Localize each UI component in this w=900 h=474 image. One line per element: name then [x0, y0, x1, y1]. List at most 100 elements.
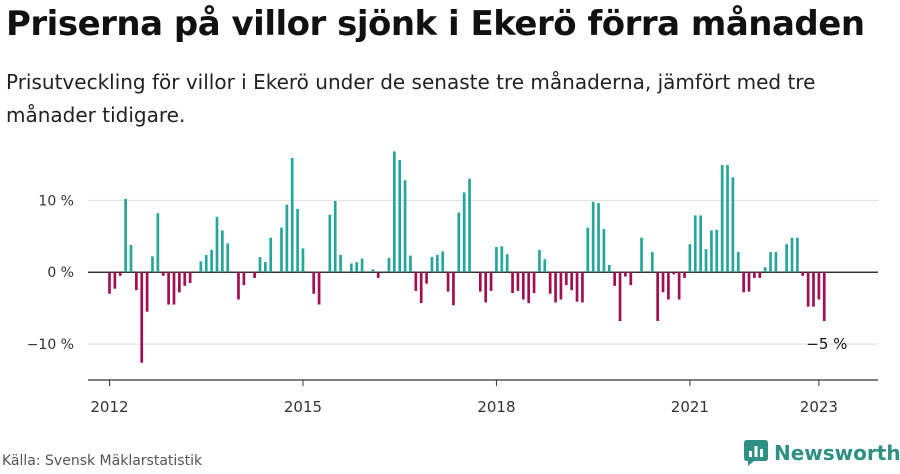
- bar: [339, 254, 342, 273]
- bar: [221, 230, 224, 273]
- bar: [564, 272, 568, 286]
- bar: [693, 215, 697, 273]
- bar: [478, 272, 482, 292]
- bar: [135, 272, 138, 291]
- bar: [312, 272, 316, 294]
- bar: [161, 272, 165, 276]
- bar: [812, 272, 815, 307]
- bar: [124, 198, 127, 273]
- x-tick-label: 2018: [477, 398, 515, 416]
- bar: [629, 272, 633, 286]
- bar: [554, 272, 557, 303]
- bar: [398, 160, 402, 273]
- bar: [409, 255, 412, 273]
- bar: [129, 244, 133, 273]
- bar: [290, 157, 294, 273]
- chart-subtitle: Prisutveckling för villor i Ekerö under …: [6, 70, 816, 127]
- bar: [258, 257, 262, 273]
- source-note: Källa: Svensk Mäklarstatistik: [2, 453, 203, 469]
- bar: [489, 272, 493, 291]
- bar: [151, 256, 154, 273]
- bar: [188, 272, 192, 283]
- bar: [387, 257, 391, 273]
- bar: [774, 252, 778, 273]
- bar: [495, 247, 498, 273]
- bar: [505, 254, 509, 273]
- x-tick-label: 2012: [90, 398, 128, 416]
- bar: [468, 178, 471, 273]
- newsworthy-brand[interactable]: Newsworthy: [744, 440, 900, 466]
- bar: [349, 263, 353, 273]
- bar: [720, 165, 724, 273]
- bar: [543, 259, 547, 273]
- bar: [215, 216, 219, 273]
- bar: [446, 272, 450, 292]
- bar: [731, 177, 735, 273]
- bar: [688, 244, 692, 273]
- bar: [597, 203, 600, 273]
- bar: [452, 272, 455, 306]
- last-value-label: −5 %: [806, 335, 847, 353]
- bar: [715, 229, 719, 273]
- bar: [575, 272, 579, 302]
- bar: [758, 272, 762, 278]
- y-axis-labels: −10 % 0 % 10 %: [27, 193, 74, 353]
- bar: [672, 272, 676, 275]
- bar: [253, 272, 256, 278]
- bar: [328, 214, 332, 273]
- bar: [414, 272, 418, 291]
- bar: [226, 243, 230, 273]
- bar: [333, 201, 337, 273]
- bar: [425, 272, 428, 284]
- bar: [108, 272, 111, 294]
- bar: [570, 272, 574, 291]
- bar: [586, 227, 590, 273]
- bar: [548, 272, 552, 294]
- bar: [822, 272, 826, 322]
- x-axis: 2012 2015 2018 2021 2023: [88, 379, 878, 416]
- bar: [667, 272, 670, 300]
- bar: [435, 254, 439, 273]
- bar: [237, 272, 240, 300]
- bar: [113, 272, 117, 289]
- bars: −5 %: [108, 151, 847, 363]
- bar: [661, 272, 665, 293]
- bar: [736, 252, 740, 273]
- bar: [527, 272, 531, 304]
- bar: [371, 269, 375, 273]
- bar: [618, 272, 622, 322]
- bar: [430, 257, 434, 273]
- gridlines: [88, 199, 878, 345]
- brand-name: Newsworthy: [774, 441, 900, 465]
- newsworthy-bar-logo-icon: [744, 440, 768, 466]
- bar: [242, 272, 246, 286]
- bar-chart: −10 % 0 % 10 % −5 % 2012 2015 2018 2021 2023: [27, 151, 878, 416]
- bar: [607, 265, 611, 273]
- bar: [650, 252, 654, 273]
- bar: [602, 229, 606, 273]
- chart-title: Priserna på villor sjönk i Ekerö förra m…: [6, 4, 865, 44]
- bar: [591, 201, 595, 273]
- bar: [677, 272, 681, 300]
- bar: [785, 244, 788, 273]
- bar: [500, 246, 504, 273]
- bar: [462, 192, 466, 273]
- bar: [484, 272, 488, 303]
- bar: [511, 272, 514, 294]
- bar: [763, 267, 767, 273]
- bar: [806, 272, 810, 307]
- bar: [640, 237, 643, 273]
- bar: [167, 272, 170, 305]
- x-tick-label: 2015: [284, 398, 322, 416]
- bar: [747, 272, 751, 292]
- bar: [699, 215, 702, 273]
- x-tick-label: 2021: [671, 398, 709, 416]
- bar: [199, 261, 203, 273]
- y-tick-label: −10 %: [27, 337, 74, 353]
- bar: [204, 254, 208, 273]
- bar: [790, 237, 794, 273]
- bar: [726, 165, 729, 273]
- bar: [355, 262, 359, 273]
- bar: [538, 249, 541, 273]
- bar: [441, 251, 445, 273]
